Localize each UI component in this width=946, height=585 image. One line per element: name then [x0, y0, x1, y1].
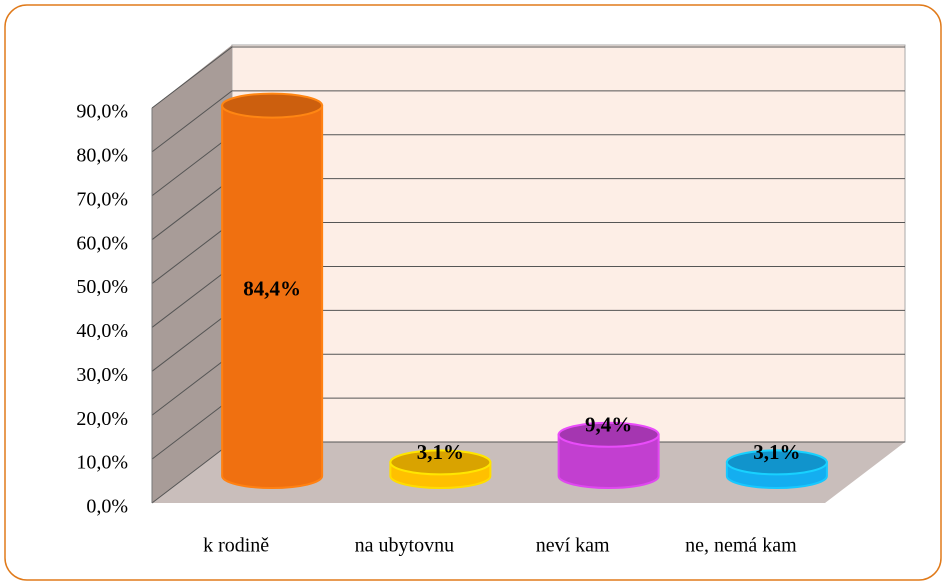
y-tick-label: 40,0%	[76, 320, 128, 342]
y-tick-label: 20,0%	[76, 408, 128, 430]
bar-top	[557, 421, 660, 448]
side-wall	[152, 45, 232, 503]
data-label: 3,1%	[417, 440, 464, 464]
y-tick-label: 60,0%	[76, 232, 128, 254]
bar	[221, 104, 324, 489]
x-tick-label: neví kam	[536, 535, 610, 557]
bar	[557, 433, 660, 489]
data-label: 9,4%	[585, 413, 632, 437]
y-tick-label: 0,0%	[86, 496, 128, 518]
data-label: 3,1%	[753, 440, 800, 464]
bars: 84,4% 3,1% 9,4% 3,1%	[221, 92, 828, 489]
back-wall	[231, 44, 906, 443]
y-tick-label: 90,0%	[76, 101, 128, 123]
y-tick-label: 70,0%	[76, 188, 128, 210]
cylinder: 3,1%	[725, 440, 828, 489]
x-tick-label: na ubytovnu	[355, 535, 454, 557]
y-tick-label: 80,0%	[76, 144, 128, 166]
cylinder: 3,1%	[389, 440, 492, 489]
bar-top	[221, 92, 324, 119]
x-tick-label: k rodině	[203, 535, 269, 557]
data-label: 84,4%	[243, 277, 301, 301]
y-tick-label: 50,0%	[76, 276, 128, 298]
floor	[152, 442, 905, 503]
grid-line	[151, 90, 905, 153]
cylinder: 9,4%	[557, 413, 660, 489]
x-tick-label: ne, nemá kam	[685, 535, 797, 557]
bar-top	[725, 449, 828, 476]
y-tick-label: 30,0%	[76, 364, 128, 386]
y-tick-label: 10,0%	[76, 452, 128, 474]
cylinder: 84,4%	[221, 92, 324, 489]
bar-top	[389, 449, 492, 476]
grid-line	[151, 46, 905, 109]
